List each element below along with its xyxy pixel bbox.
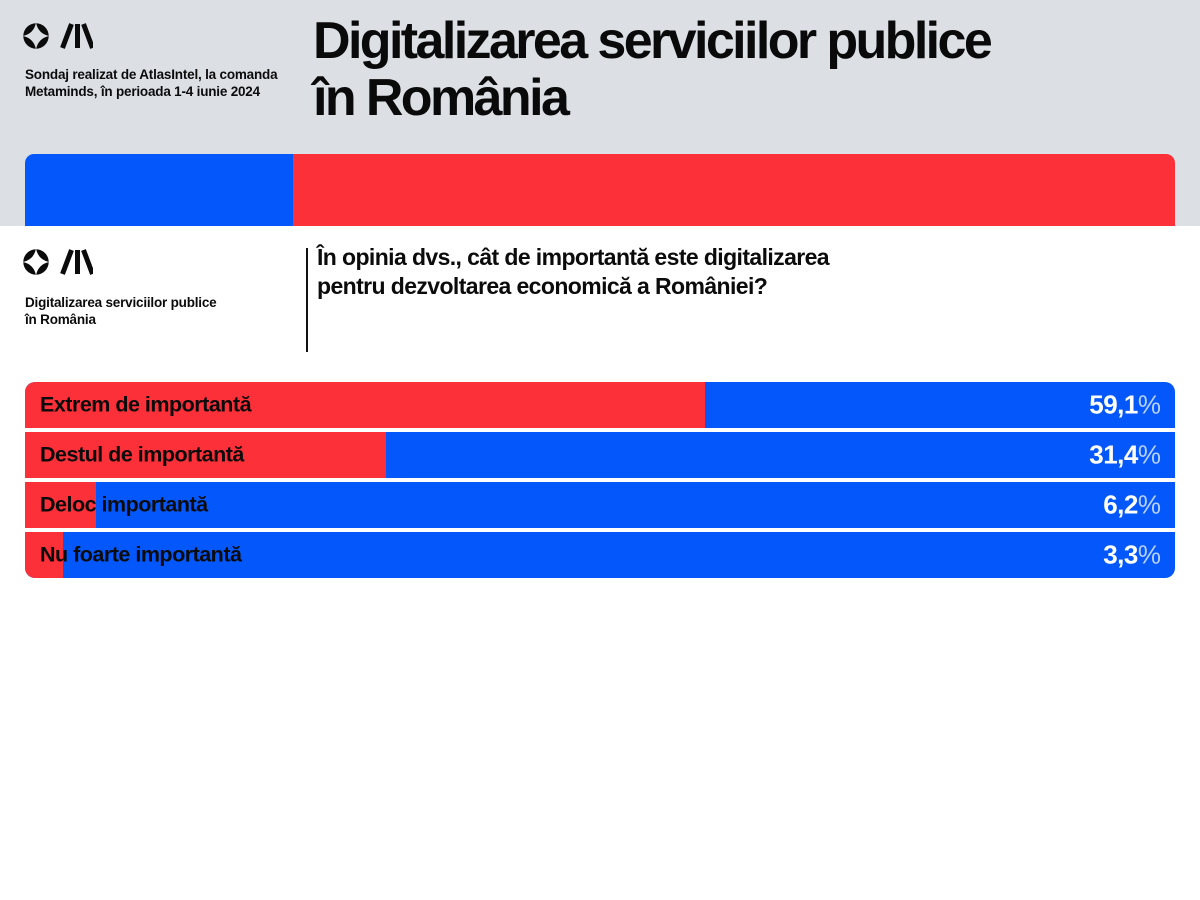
report-subtitle-line2: în România (25, 312, 96, 327)
bar-fill-red (25, 432, 387, 478)
survey-question-line1: În opinia dvs., cât de importantă este d… (317, 244, 830, 270)
bar-label: Deloc importantă (40, 492, 208, 517)
bar-chart: Extrem de importantă 59,1% Destul de imp… (25, 382, 1175, 578)
bar-row-destul-de-importanta: Destul de importantă 31,4% (25, 432, 1175, 478)
atlasintel-logo-icon (23, 248, 93, 276)
survey-note-line1: Sondaj realizat de AtlasIntel, la comand… (25, 67, 278, 82)
vertical-divider (306, 248, 308, 352)
bar-label: Destul de importantă (40, 442, 244, 467)
page-title-line2: în România (313, 69, 570, 127)
percent-sign: % (1137, 489, 1161, 520)
survey-note: Sondaj realizat de AtlasIntel, la comand… (25, 66, 278, 100)
bar-fill-red (25, 532, 63, 578)
bar-row-deloc-importanta: Deloc importantă 6,2% (25, 482, 1175, 528)
banner-blue-segment (25, 154, 293, 226)
percent-sign: % (1137, 539, 1161, 570)
report-subtitle: Digitalizarea serviciilor publice în Rom… (25, 294, 217, 328)
bar-value: 3,3% (1103, 540, 1161, 571)
bar-fill-red (25, 382, 705, 428)
survey-note-line2: Metaminds, în perioada 1-4 iunie 2024 (25, 84, 260, 99)
atlasintel-logo-icon (23, 22, 93, 50)
bar-row-extrem-de-importanta: Extrem de importantă 59,1% (25, 382, 1175, 428)
report-subtitle-line1: Digitalizarea serviciilor publice (25, 295, 217, 310)
bar-value-number: 3,3 (1103, 539, 1138, 570)
survey-question: În opinia dvs., cât de importantă este d… (317, 243, 917, 300)
bar-label: Extrem de importantă (40, 392, 252, 417)
page-title: Digitalizarea serviciilor publice în Rom… (313, 12, 993, 127)
page-title-line1: Digitalizarea serviciilor publice (313, 12, 993, 70)
bar-row-nu-foarte-importanta: Nu foarte importantă 3,3% (25, 532, 1175, 578)
bar-value: 6,2% (1103, 490, 1161, 521)
percent-sign: % (1137, 389, 1161, 420)
bar-value-number: 31,4 (1089, 439, 1138, 470)
bar-value: 31,4% (1089, 440, 1161, 471)
bar-value: 59,1% (1089, 390, 1161, 421)
percent-sign: % (1137, 439, 1161, 470)
bar-value-number: 59,1 (1089, 389, 1138, 420)
header-band: Sondaj realizat de AtlasIntel, la comand… (0, 0, 1200, 226)
bar-value-number: 6,2 (1103, 489, 1138, 520)
decorative-color-banner (25, 154, 1175, 226)
banner-red-segment (292, 154, 1175, 226)
survey-question-line2: pentru dezvoltarea economică a României? (317, 272, 768, 299)
bar-label: Nu foarte importantă (40, 542, 242, 567)
bar-fill-red (25, 482, 97, 528)
